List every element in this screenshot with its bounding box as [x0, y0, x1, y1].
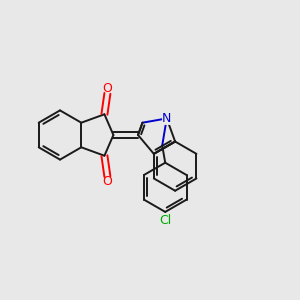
Text: Cl: Cl [159, 214, 171, 227]
Text: O: O [103, 175, 112, 188]
Text: N: N [162, 112, 171, 125]
Text: O: O [103, 82, 112, 95]
